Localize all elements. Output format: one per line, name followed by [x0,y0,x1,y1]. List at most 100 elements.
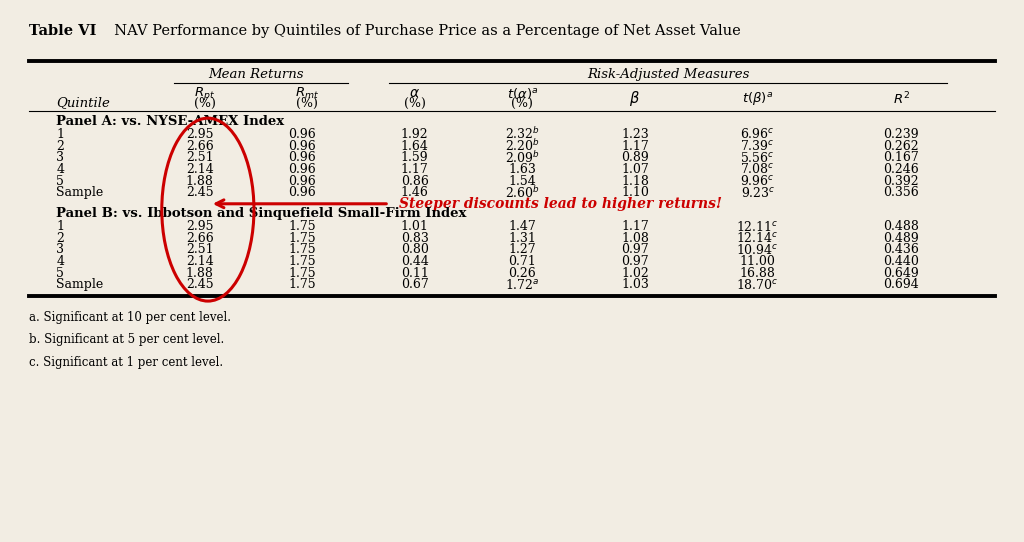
Text: 1: 1 [56,220,65,233]
Text: 0.67: 0.67 [400,279,429,291]
Text: 1.18: 1.18 [621,175,649,188]
Text: 1.75: 1.75 [289,255,315,268]
Text: 4: 4 [56,163,65,176]
Text: 11.00: 11.00 [739,255,776,268]
Text: 0.649: 0.649 [884,267,919,280]
Text: $\beta$: $\beta$ [630,89,640,108]
Text: 1.75: 1.75 [289,243,315,256]
Text: 0.11: 0.11 [400,267,429,280]
Text: 5: 5 [56,267,65,280]
Text: (%): (%) [194,96,216,109]
Text: 2: 2 [56,140,65,152]
Text: 1.64: 1.64 [400,140,429,152]
Text: 1.75: 1.75 [289,220,315,233]
Text: 2.45: 2.45 [186,186,213,199]
Text: 2.51: 2.51 [186,243,213,256]
Text: 1.03: 1.03 [621,279,649,291]
Text: 1.88: 1.88 [185,267,214,280]
Text: 0.356: 0.356 [884,186,919,199]
Text: 1.01: 1.01 [400,220,429,233]
Text: 12.14$^c$: 12.14$^c$ [736,231,779,245]
Text: Risk-Adjusted Measures: Risk-Adjusted Measures [587,68,750,81]
Text: 2.51: 2.51 [186,151,213,164]
Text: Mean Returns: Mean Returns [208,68,304,81]
Text: 2: 2 [56,232,65,244]
Text: 1.54: 1.54 [508,175,537,188]
Text: 0.96: 0.96 [288,175,316,188]
Text: 7.08$^c$: 7.08$^c$ [740,163,775,176]
Text: 1.75: 1.75 [289,279,315,291]
Text: 7.39$^c$: 7.39$^c$ [740,139,775,153]
Text: 0.96: 0.96 [288,128,316,141]
Text: 0.71: 0.71 [508,255,537,268]
Text: 0.262: 0.262 [884,140,919,152]
Text: Panel B: vs. Ibbotson and Sinquefield Small-Firm Index: Panel B: vs. Ibbotson and Sinquefield Sm… [56,207,467,220]
Text: 1.17: 1.17 [621,140,649,152]
Text: (%): (%) [511,96,534,109]
Text: Sample: Sample [56,186,103,199]
Text: 6.96$^c$: 6.96$^c$ [740,127,775,141]
Text: 0.97: 0.97 [622,255,648,268]
Text: Steeper discounts lead to higher returns!: Steeper discounts lead to higher returns… [399,197,722,211]
Text: 12.11$^c$: 12.11$^c$ [736,220,779,234]
Text: 0.96: 0.96 [288,151,316,164]
Text: 0.489: 0.489 [884,232,919,244]
Text: Sample: Sample [56,279,103,291]
Text: 4: 4 [56,255,65,268]
Text: 1.46: 1.46 [400,186,429,199]
Text: a. Significant at 10 per cent level.: a. Significant at 10 per cent level. [29,311,230,324]
Text: 18.70$^c$: 18.70$^c$ [736,278,779,292]
Text: 1: 1 [56,128,65,141]
Text: 0.97: 0.97 [622,243,648,256]
Text: 0.44: 0.44 [400,255,429,268]
Text: 0.80: 0.80 [400,243,429,256]
Text: 3: 3 [56,151,65,164]
Text: 1.27: 1.27 [509,243,536,256]
Text: 1.07: 1.07 [621,163,649,176]
Text: 0.440: 0.440 [883,255,920,268]
Text: Panel A: vs. NYSE-AMEX Index: Panel A: vs. NYSE-AMEX Index [56,115,285,128]
Text: $\alpha$: $\alpha$ [410,86,420,100]
Text: $t(\alpha)^{a}$: $t(\alpha)^{a}$ [507,86,538,101]
Text: Table VI: Table VI [29,24,96,38]
Text: 0.392: 0.392 [884,175,919,188]
Text: 3: 3 [56,243,65,256]
Text: 5: 5 [56,175,65,188]
Text: 1.75: 1.75 [289,232,315,244]
Text: 1.17: 1.17 [400,163,429,176]
Text: 5.56$^c$: 5.56$^c$ [740,151,775,165]
Text: 1.02: 1.02 [621,267,649,280]
Text: 0.86: 0.86 [400,175,429,188]
Text: $R^{2}$: $R^{2}$ [893,91,909,107]
Text: 1.08: 1.08 [621,232,649,244]
Text: 9.96$^c$: 9.96$^c$ [740,174,775,188]
Text: 1.17: 1.17 [621,220,649,233]
Text: 2.14: 2.14 [185,163,214,176]
Text: b. Significant at 5 per cent level.: b. Significant at 5 per cent level. [29,333,224,346]
Text: 2.45: 2.45 [186,279,213,291]
Text: $R_{pt}$: $R_{pt}$ [195,85,215,102]
Text: 2.32$^b$: 2.32$^b$ [505,126,540,143]
Text: 2.66: 2.66 [185,232,214,244]
Text: 0.96: 0.96 [288,186,316,199]
Text: 10.94$^c$: 10.94$^c$ [736,243,779,257]
Text: c. Significant at 1 per cent level.: c. Significant at 1 per cent level. [29,356,223,369]
Text: 2.60$^b$: 2.60$^b$ [505,185,540,201]
Text: 1.63: 1.63 [508,163,537,176]
Text: (%): (%) [296,96,318,109]
Text: 0.96: 0.96 [288,163,316,176]
Text: 0.96: 0.96 [288,140,316,152]
Text: 2.09$^b$: 2.09$^b$ [505,150,540,166]
Text: $t(\beta)^{a}$: $t(\beta)^{a}$ [742,90,773,107]
Text: 0.694: 0.694 [884,279,919,291]
Text: Quintile: Quintile [56,96,111,109]
Text: 9.23$^c$: 9.23$^c$ [740,186,775,199]
Text: 1.23: 1.23 [621,128,649,141]
Text: 2.95: 2.95 [186,220,213,233]
Text: 0.436: 0.436 [883,243,920,256]
Text: 2.14: 2.14 [185,255,214,268]
Text: 1.75: 1.75 [289,267,315,280]
Text: 1.47: 1.47 [508,220,537,233]
Text: 1.72$^a$: 1.72$^a$ [505,278,540,292]
Text: 1.10: 1.10 [621,186,649,199]
